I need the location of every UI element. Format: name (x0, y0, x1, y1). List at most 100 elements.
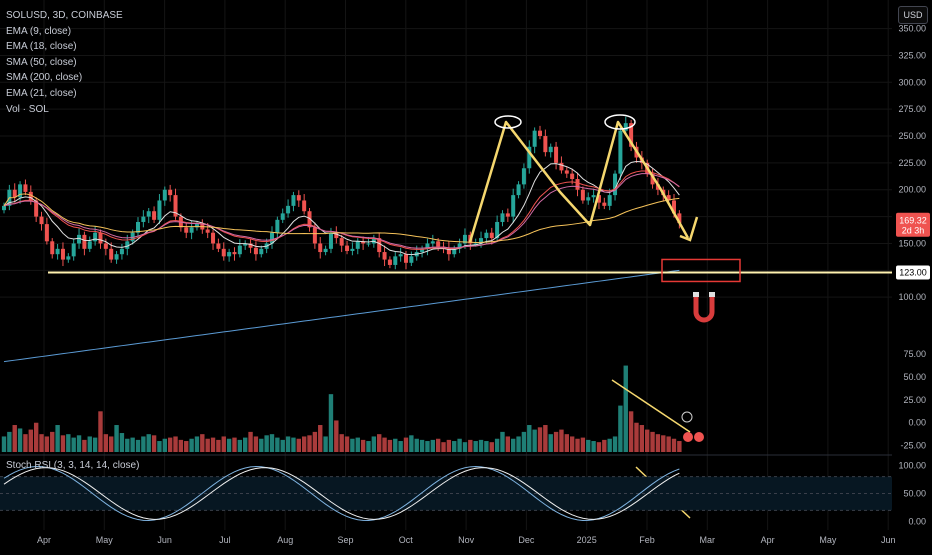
volume-bar (269, 434, 275, 452)
candle-body (404, 254, 408, 263)
candle-body (168, 189, 173, 196)
candle-body (60, 248, 65, 260)
candle-body (270, 232, 274, 244)
volume-bar (205, 438, 210, 452)
candle-body (398, 254, 403, 257)
countdown-label: 2d 3h (902, 226, 925, 236)
last-price-label: 169.32 (899, 216, 927, 226)
candle-body (548, 146, 553, 153)
volume-bar (76, 435, 82, 452)
volume-bar (280, 439, 285, 452)
volume-bar (419, 439, 425, 452)
candle-body (318, 243, 323, 253)
volume-bar (521, 431, 527, 452)
candle-body (93, 232, 98, 242)
candle-body (39, 216, 44, 225)
legend-volume[interactable]: Vol · SOL (6, 103, 49, 115)
candle-body (184, 227, 189, 233)
volume-bar (527, 425, 532, 452)
price-tick-label: 150.00 (898, 238, 926, 248)
legend-ema21[interactable]: EMA (21, close) (6, 87, 77, 99)
volume-bar (307, 435, 312, 452)
volume-tick-label: 75.00 (903, 349, 926, 359)
volume-bar (355, 437, 360, 452)
legend-ema18[interactable]: EMA (18, close) (6, 41, 77, 53)
volume-bar (323, 436, 328, 452)
candle-body (18, 184, 23, 198)
candle-body (666, 195, 671, 201)
axes-layer: 100.00125.00150.00175.00200.00225.00250.… (37, 0, 932, 550)
candle-body (71, 243, 76, 257)
currency-button[interactable]: USD (898, 6, 928, 24)
volume-bar (130, 437, 135, 452)
face-icon (694, 432, 704, 442)
time-tick-label: Jun (157, 535, 172, 545)
volume-bar (377, 434, 382, 452)
indicator-legend: SOLUSD, 3D, COINBASE EMA (9, close) EMA … (6, 8, 123, 117)
top-circle-2 (604, 114, 636, 130)
candle-body (237, 245, 242, 255)
magnet-icon (693, 292, 715, 323)
legend-sma50[interactable]: SMA (50, close) (6, 56, 77, 68)
candle-body (602, 202, 607, 206)
volume-layer (1, 365, 682, 452)
grid-layer (0, 0, 892, 530)
candle-body (629, 123, 634, 147)
stoch-rsi-legend[interactable]: Stoch RSI (3, 3, 14, 14, close) (6, 460, 140, 471)
candle-body (430, 241, 435, 244)
candle-body (559, 162, 564, 171)
candle-body (489, 232, 494, 239)
volume-bar (612, 436, 618, 452)
candle-body (521, 168, 526, 185)
legend-sma200[interactable]: SMA (200, close) (6, 72, 83, 84)
candle-body (66, 256, 71, 260)
time-tick-label: Jun (881, 535, 896, 545)
candle-body (570, 173, 575, 179)
volume-bar (532, 429, 537, 452)
candle-body (538, 130, 542, 137)
candle-body (114, 254, 119, 260)
candle-body (136, 221, 140, 233)
volume-bar (607, 438, 612, 452)
volume-bar (430, 439, 435, 452)
time-tick-label: 2025 (577, 535, 597, 545)
volume-bar (226, 438, 232, 452)
candle-body (2, 205, 6, 211)
candle-body (232, 252, 237, 255)
candle-body (23, 184, 28, 192)
volume-bar (33, 422, 39, 452)
candle-body (409, 256, 414, 263)
magnet-tip-left (693, 292, 699, 297)
volume-bar (371, 436, 377, 452)
symbol-title[interactable]: SOLUSD, 3D, COINBASE (6, 10, 123, 21)
rsi-tick-label: 50.00 (903, 489, 926, 499)
volume-bar (478, 439, 484, 452)
volume-bar (645, 429, 650, 452)
candle-body (291, 195, 296, 206)
candle-body (387, 259, 392, 265)
candle-body (623, 123, 628, 131)
volume-bar (671, 438, 677, 452)
legend-ema9[interactable]: EMA (9, close) (6, 25, 72, 37)
volume-bar (50, 431, 55, 452)
candle-body (109, 248, 114, 260)
volume-bar (189, 438, 194, 452)
candle-body (591, 195, 596, 198)
volume-bar (494, 438, 500, 452)
volume-bar (151, 435, 157, 452)
volume-bar (243, 437, 248, 452)
candle-body (286, 205, 291, 214)
top-circle-1 (494, 115, 522, 129)
stoch-rsi-layer (0, 465, 892, 521)
candle-body (103, 243, 108, 249)
volume-bar (553, 431, 559, 452)
candle-body (12, 189, 17, 198)
volume-bar (677, 441, 682, 452)
volume-bar (71, 437, 76, 452)
volume-trendline (611, 379, 691, 433)
stoch-d-line (3, 467, 680, 520)
volume-bar (650, 431, 655, 452)
volume-bar (398, 441, 403, 452)
